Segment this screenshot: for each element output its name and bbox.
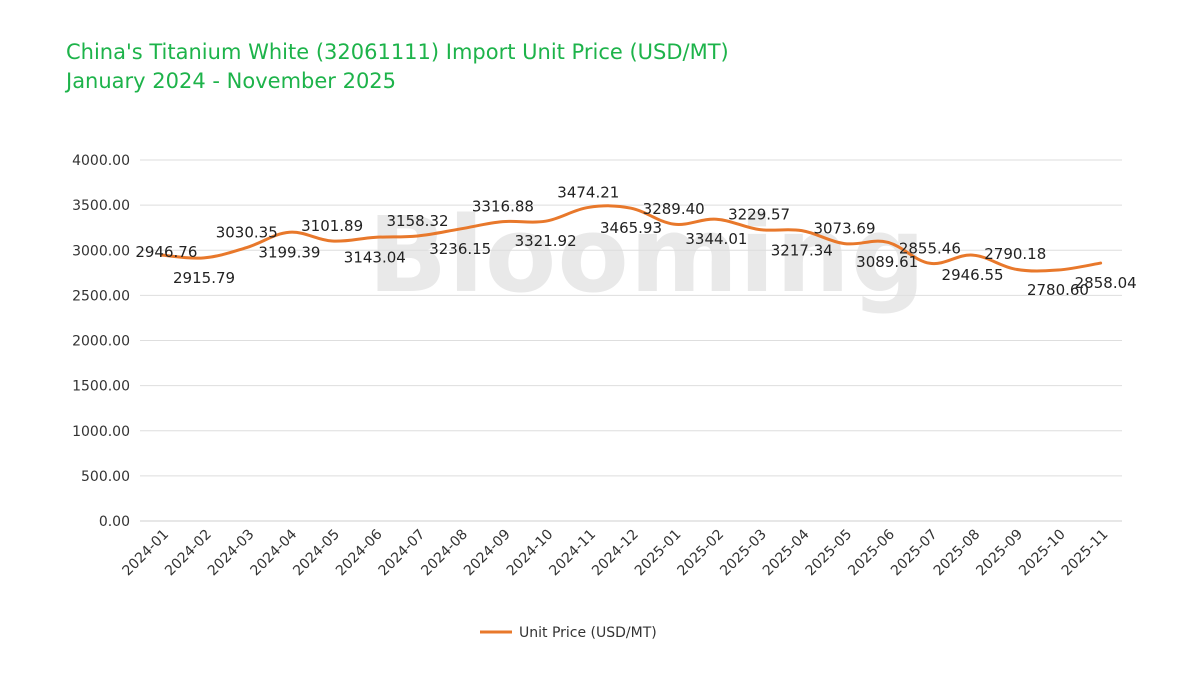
data-label: 2780.60	[1027, 281, 1089, 299]
data-label: 3030.35	[216, 224, 278, 242]
legend-label: Unit Price (USD/MT)	[519, 625, 657, 641]
y-tick-label: 3000.00	[72, 243, 130, 259]
data-label: 3158.32	[387, 212, 449, 230]
chart-subtitle: January 2024 - November 2025	[66, 69, 397, 93]
data-label: 3101.89	[301, 217, 363, 235]
data-label: 3073.69	[813, 220, 875, 238]
data-label: 3474.21	[557, 183, 619, 201]
data-label: 3229.57	[728, 206, 790, 224]
chart-title-block: China's Titanium White (32061111) Import…	[66, 38, 729, 96]
data-label: 3199.39	[258, 243, 320, 261]
y-tick-label: 500.00	[81, 469, 130, 485]
data-label: 3321.92	[515, 232, 577, 250]
x-tick-label: 2025-11	[1059, 527, 1112, 580]
data-label: 3316.88	[472, 198, 534, 216]
data-label: 2915.79	[173, 269, 235, 287]
data-label: 2790.18	[984, 245, 1046, 263]
y-tick-label: 4000.00	[72, 153, 130, 169]
data-label: 3289.40	[643, 200, 705, 218]
legend: Unit Price (USD/MT)	[480, 625, 657, 641]
y-tick-label: 1000.00	[72, 424, 130, 440]
data-label: 3344.01	[685, 230, 747, 248]
data-label: 2946.55	[942, 266, 1004, 284]
y-tick-label: 3500.00	[72, 198, 130, 214]
y-tick-label: 2000.00	[72, 334, 130, 350]
y-tick-label: 0.00	[99, 514, 130, 530]
y-tick-label: 2500.00	[72, 288, 130, 304]
data-label: 2946.76	[135, 243, 197, 261]
data-label: 2855.46	[899, 239, 961, 257]
chart-title: China's Titanium White (32061111) Import…	[66, 40, 729, 64]
data-label: 3465.93	[600, 219, 662, 237]
data-label: 3089.61	[856, 253, 918, 271]
data-label: 2858.04	[1075, 274, 1137, 292]
y-tick-label: 1500.00	[72, 379, 130, 395]
series-line	[159, 204, 1103, 273]
data-label: 3217.34	[771, 242, 833, 260]
data-label: 3143.04	[344, 248, 406, 266]
data-label: 3236.15	[429, 240, 491, 258]
